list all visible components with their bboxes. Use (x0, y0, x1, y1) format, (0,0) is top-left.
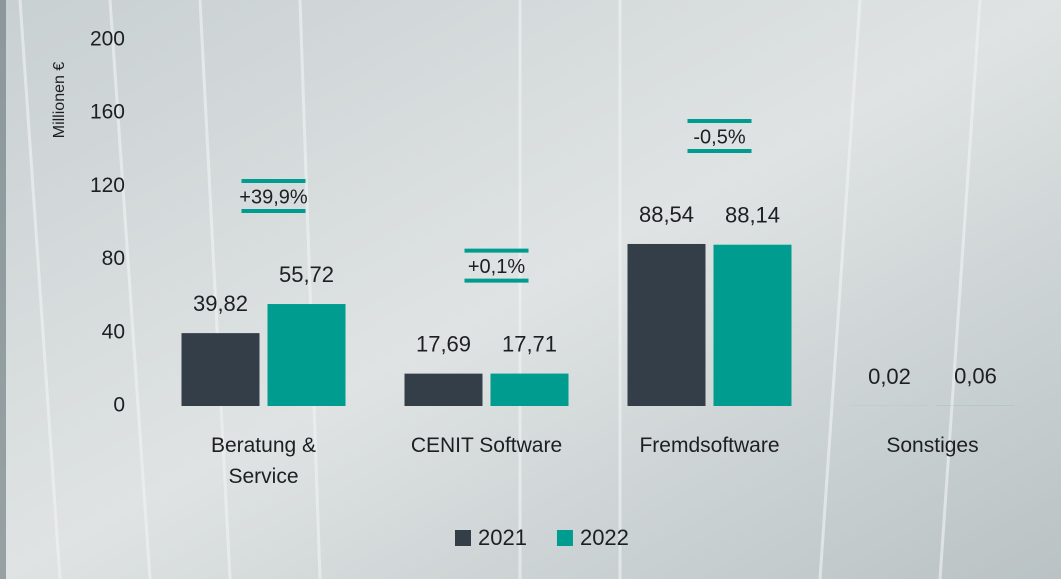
bar (405, 374, 483, 406)
chart: Millionen € 0 40 80 120 160 200 39,82 55,72 +39,… (0, 0, 1061, 579)
y-axis-label: Millionen € (51, 62, 68, 139)
y-tick-label: 160 (90, 101, 125, 124)
x-tick-label: CENIT Software (401, 430, 573, 461)
background (0, 0, 1061, 579)
value-label: 39,82 (193, 291, 248, 316)
y-tick-label: 80 (102, 247, 125, 270)
x-tick-label: Sonstiges (847, 430, 1019, 461)
legend-swatch (557, 530, 573, 546)
legend-label: 2022 (580, 525, 629, 550)
y-tick-label: 40 (102, 320, 125, 343)
annotation: +39,9% (239, 186, 308, 208)
y-tick-label: 200 (90, 28, 125, 51)
annotation: +0,1% (468, 256, 525, 278)
x-tick-label: Fremdsoftware (624, 430, 796, 461)
bar (628, 244, 706, 406)
bar (268, 304, 346, 406)
value-label: 88,14 (725, 203, 780, 228)
legend-label: 2021 (478, 525, 527, 550)
value-label: 88,54 (639, 202, 694, 227)
chart-container: Millionen € 0 40 80 120 160 200 39,82 55,72 +39,… (0, 0, 1061, 579)
value-label: 55,72 (279, 262, 334, 287)
value-label: 0,06 (954, 364, 997, 389)
bar (714, 245, 792, 406)
bar (182, 333, 260, 406)
legend-swatch (455, 530, 471, 546)
background-edge (0, 0, 6, 579)
y-tick-label: 0 (113, 394, 125, 417)
value-label: 17,69 (416, 331, 471, 356)
y-tick-label: 120 (90, 174, 125, 197)
x-tick-label: Beratung & Service (178, 430, 350, 492)
value-label: 0,02 (868, 364, 911, 389)
bar (491, 374, 569, 406)
annotation: -0,5% (693, 126, 745, 148)
value-label: 17,71 (502, 331, 557, 356)
